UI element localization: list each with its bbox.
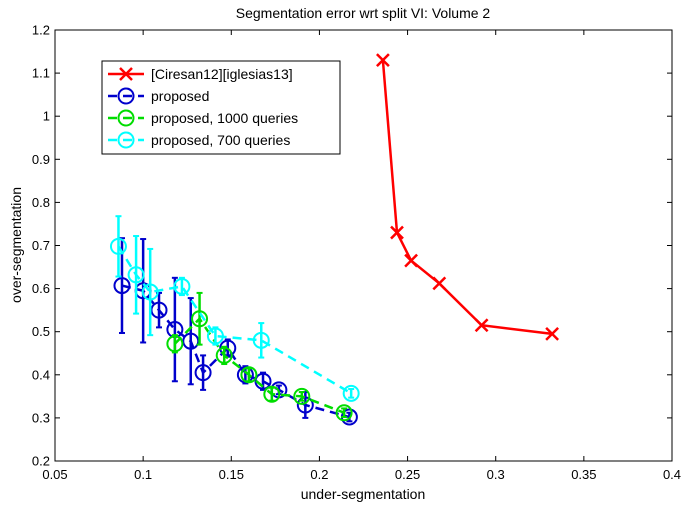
data-point <box>166 335 184 353</box>
series-0 <box>376 53 560 341</box>
series-line <box>381 60 553 336</box>
y-tick-label: 0.4 <box>32 367 50 382</box>
y-tick-label: 1.1 <box>32 66 50 81</box>
data-point <box>335 404 353 422</box>
legend-label: [Ciresan12][iglesias13] <box>151 66 293 82</box>
legend-label: proposed, 700 queries <box>151 132 290 148</box>
data-point <box>127 266 145 284</box>
legend-marker <box>117 109 135 127</box>
marker-stroke <box>376 53 390 68</box>
legend-entry: proposed <box>108 87 209 105</box>
legend-marker <box>117 87 135 105</box>
tick-layer: 0.05 0.1 0.15 0.2 0.25 0.3 0.35 0.4 0.2 0.3 0.4 0.5… <box>32 23 681 483</box>
data-point <box>194 364 212 382</box>
data-point <box>342 384 360 402</box>
y-tick-label: 0.7 <box>32 238 50 253</box>
data-point <box>191 310 209 328</box>
marker-stroke <box>545 326 560 341</box>
data-point <box>141 283 159 301</box>
series-line <box>121 284 350 419</box>
legend-box <box>101 60 341 155</box>
data-point <box>182 332 200 350</box>
legend-label: proposed, 1000 queries <box>151 110 298 126</box>
legend-entry: proposed, 700 queries <box>108 131 290 149</box>
data-point <box>545 326 560 341</box>
y-tick-label: 0.3 <box>32 410 50 425</box>
data-point <box>376 53 390 68</box>
marker-stroke <box>404 253 418 268</box>
marker-stroke <box>432 276 447 291</box>
legend: [Ciresan12][iglesias13] proposed proposed,… <box>101 60 341 155</box>
data-point <box>109 237 127 255</box>
y-tick-label: 0.5 <box>32 324 50 339</box>
y-axis-label: over-segmentation <box>8 187 24 303</box>
y-tick-label: 0.9 <box>32 152 50 167</box>
x-tick-label: 0.1 <box>134 467 152 482</box>
x-tick-label: 0.2 <box>310 467 328 482</box>
x-tick-label: 0.05 <box>42 467 67 482</box>
x-tick-label: 0.35 <box>571 467 596 482</box>
marker-stroke <box>474 318 489 333</box>
y-tick-label: 1.2 <box>32 23 50 38</box>
data-point <box>206 327 224 345</box>
data-point <box>215 346 233 364</box>
legend-label: proposed <box>151 88 209 104</box>
data-point <box>404 253 418 268</box>
marker-stroke <box>390 225 404 240</box>
data-point <box>173 277 191 295</box>
x-tick-label: 0.25 <box>395 467 420 482</box>
series-layer <box>109 53 560 426</box>
series-2 <box>166 291 353 422</box>
series-3 <box>109 215 360 402</box>
data-point <box>150 301 168 319</box>
y-tick-label: 1 <box>43 109 50 124</box>
data-point <box>293 387 311 405</box>
data-point <box>432 276 447 291</box>
data-point <box>296 396 314 414</box>
y-tick-label: 0.6 <box>32 281 50 296</box>
data-point <box>252 331 270 349</box>
legend-entry: [Ciresan12][iglesias13] <box>108 66 293 82</box>
x-tick-label: 0.3 <box>487 467 505 482</box>
legend-marker <box>119 67 133 81</box>
x-tick-label: 0.15 <box>219 467 244 482</box>
chart-title: Segmentation error wrt split VI: Volume … <box>236 5 491 21</box>
marker-stroke <box>119 67 133 81</box>
y-tick-label: 0.8 <box>32 195 50 210</box>
data-point <box>474 318 489 333</box>
series-line <box>173 316 345 414</box>
data-point <box>240 366 258 384</box>
x-tick-label: 0.4 <box>663 467 681 482</box>
data-point <box>390 225 404 240</box>
data-point <box>254 372 272 390</box>
data-point <box>263 385 281 403</box>
legend-entry: proposed, 1000 queries <box>108 109 298 127</box>
series-line <box>117 245 352 395</box>
data-point <box>113 277 131 295</box>
y-tick-label: 0.2 <box>32 454 50 469</box>
series-1 <box>113 237 358 426</box>
plot-area: 0.05 0.1 0.15 0.2 0.25 0.3 0.35 0.4 0.2 0.3 0.4 0.5… <box>32 23 681 483</box>
legend-marker <box>117 131 135 149</box>
x-axis-label: under-segmentation <box>301 486 426 502</box>
